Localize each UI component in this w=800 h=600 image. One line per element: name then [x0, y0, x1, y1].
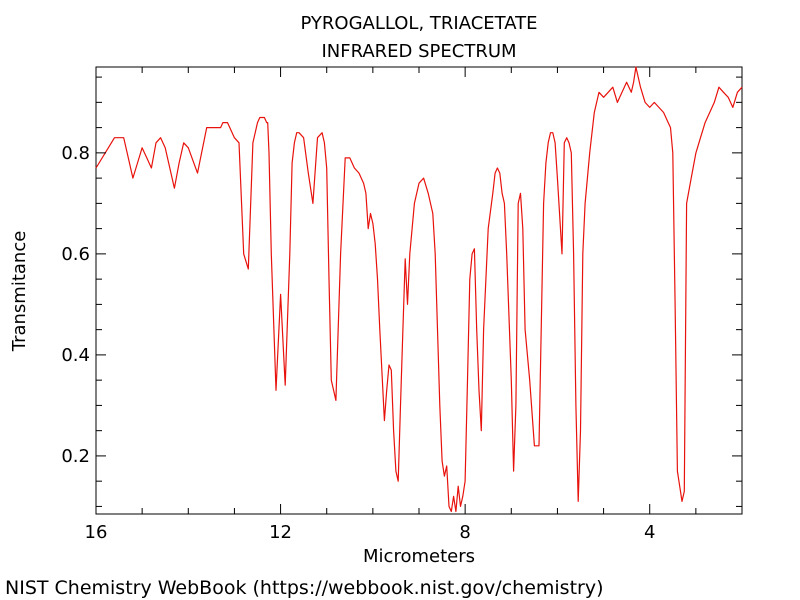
chart-title: PYROGALLOL, TRIACETATE	[300, 13, 537, 34]
plot-frame	[95, 66, 743, 515]
y-axis: 0.2 0.4 0.6 0.8	[61, 76, 742, 507]
x-tick-label: 8	[459, 522, 470, 543]
spectrum-line	[95, 66, 743, 513]
x-tick-label: 16	[85, 522, 108, 543]
y-tick-label: 0.4	[61, 345, 90, 366]
footer-credit: NIST Chemistry WebBook (https://webbook.…	[5, 577, 603, 599]
y-tick-label: 0.6	[61, 244, 90, 265]
x-axis: 16 12 8 4	[85, 67, 743, 543]
chart-subtitle: INFRARED SPECTRUM	[321, 41, 516, 62]
y-tick-label: 0.8	[61, 143, 90, 164]
plot-area	[95, 66, 743, 515]
x-tick-label: 12	[269, 522, 292, 543]
x-axis-label: Micrometers	[363, 546, 475, 567]
x-tick-label: 4	[644, 522, 655, 543]
y-tick-label: 0.2	[61, 446, 90, 467]
y-axis-label: Transmitance	[9, 231, 30, 353]
